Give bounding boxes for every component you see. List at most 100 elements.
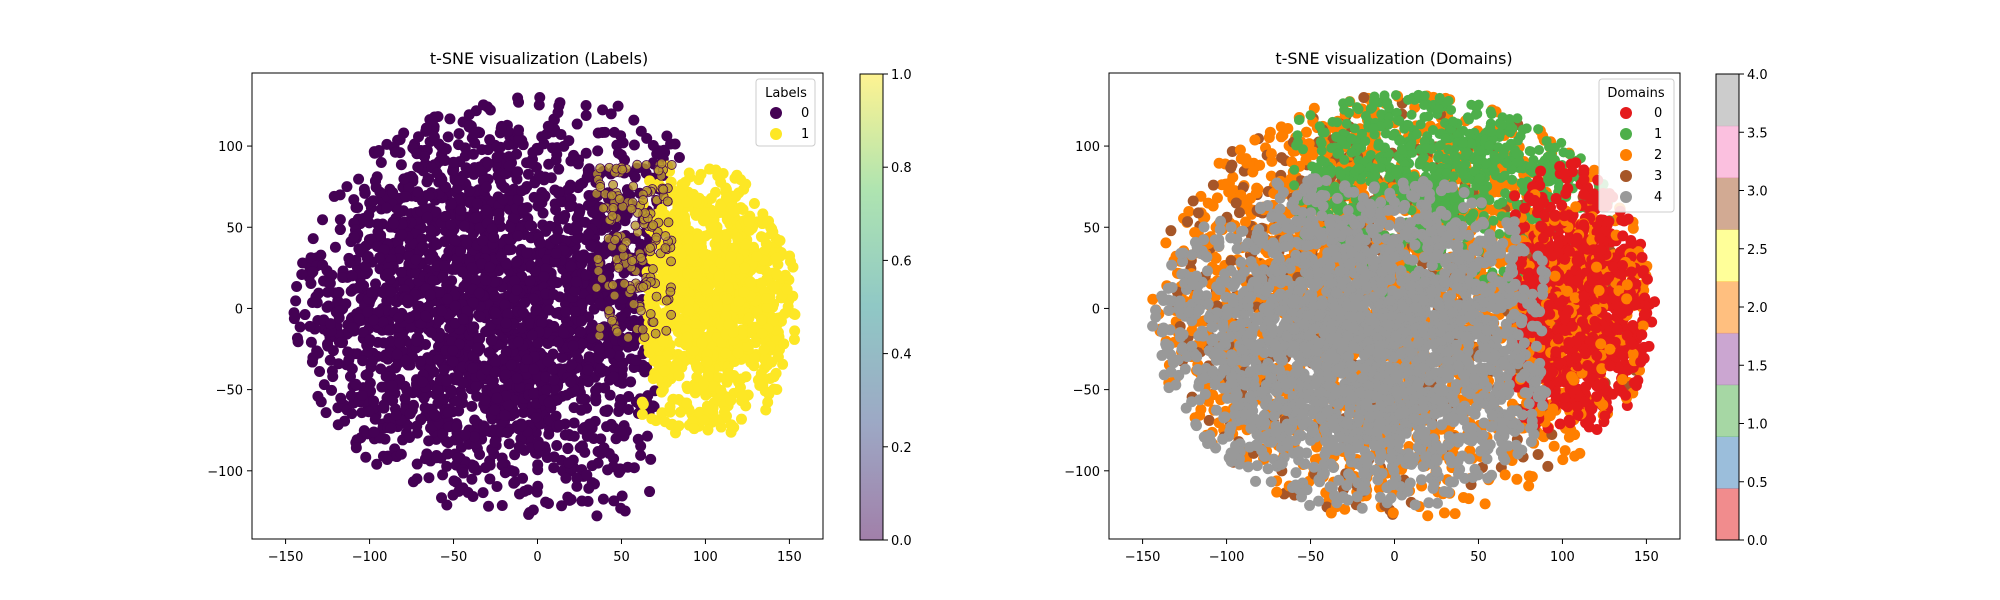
left-point-label-0: [579, 216, 591, 228]
left-point-label-1: [725, 394, 737, 406]
left-point-label-0: [346, 322, 358, 334]
left-point-label-1: [698, 311, 710, 323]
left-point-label-1: [664, 401, 676, 413]
left-point-label-0: [571, 223, 583, 235]
left-point-label-0: [562, 184, 574, 196]
left-point-label-0: [391, 349, 403, 361]
right-point-domain-2-3: [1230, 197, 1242, 209]
left-point-label-0: [370, 181, 382, 193]
left-point-label-0: [527, 146, 539, 158]
left-point-label-1: [693, 363, 705, 375]
left-point-label-0: [616, 490, 628, 502]
left-point-label-1: [689, 249, 701, 261]
left-point-mixed: [666, 309, 677, 320]
left-point-label-1: [711, 231, 723, 243]
left-point-label-0: [479, 425, 491, 437]
left-point-label-0: [459, 429, 471, 441]
left-point-label-0: [466, 473, 478, 485]
left-point-label-0: [289, 310, 301, 322]
left-point-label-0: [453, 139, 465, 151]
left-point-label-0: [343, 252, 355, 264]
left-point-label-0: [431, 167, 443, 179]
left-point-label-0: [466, 400, 478, 412]
left-point-label-0: [324, 277, 336, 289]
left-point-label-1: [643, 347, 655, 359]
left-point-label-1: [767, 226, 779, 238]
left-point-label-0: [528, 363, 540, 375]
left-point-label-0: [453, 128, 465, 140]
left-point-label-0: [601, 405, 613, 417]
left-point-label-0: [317, 259, 329, 271]
left-point-label-0: [368, 426, 380, 438]
left-point-label-0: [378, 244, 390, 256]
left-colorbar-gradient: [860, 74, 883, 540]
left-point-label-0: [333, 312, 345, 324]
left-point-label-0: [576, 338, 588, 350]
left-point-label-0: [427, 275, 439, 287]
left-point-label-0: [294, 321, 306, 333]
left-point-label-0: [314, 366, 326, 378]
left-y-tick-label: 0: [235, 302, 243, 317]
left-point-label-0: [532, 337, 544, 349]
left-point-label-1: [655, 355, 667, 367]
left-point-label-0: [553, 100, 565, 112]
left-point-label-0: [482, 158, 494, 170]
left-point-label-0: [535, 237, 547, 249]
left-point-label-0: [533, 194, 545, 206]
left-point-label-1: [698, 248, 710, 260]
left-point-label-1: [720, 192, 732, 204]
left-point-label-1: [725, 251, 737, 263]
left-point-label-0: [550, 247, 562, 259]
left-panel: t-SNE visualization (Labels) −150 −100 −50…: [207, 49, 911, 565]
right-point-domain-2-3: [1249, 134, 1261, 146]
left-point-label-0: [502, 308, 514, 320]
left-point-label-0: [483, 500, 495, 512]
left-point-label-0: [515, 433, 527, 445]
left-point-label-1: [698, 215, 710, 227]
left-point-label-0: [574, 442, 586, 454]
left-point-label-0: [403, 182, 415, 194]
left-point-label-0: [467, 297, 479, 309]
left-point-label-0: [647, 140, 659, 152]
left-point-label-0: [463, 109, 475, 121]
left-point-mixed: [641, 160, 652, 170]
left-point-label-0: [404, 408, 416, 420]
left-point-label-0: [378, 337, 390, 349]
left-point-label-1: [771, 252, 783, 264]
left-point-label-0: [488, 231, 500, 243]
left-point-label-1: [774, 235, 786, 247]
left-x-tick-label: 0: [533, 550, 541, 565]
left-point-label-0: [353, 313, 365, 325]
left-point-mixed: [614, 194, 625, 204]
left-point-label-0: [462, 486, 474, 498]
left-point-label-1: [715, 384, 727, 396]
left-point-mixed: [661, 325, 672, 336]
left-legend: Labels 0 1: [755, 78, 816, 147]
left-point-label-1: [646, 413, 658, 425]
left-point-label-1: [740, 178, 752, 190]
left-point-label-0: [635, 125, 647, 137]
left-point-label-0: [568, 402, 580, 414]
right-point-domain-2-3: [1479, 498, 1491, 510]
left-point-label-1: [735, 373, 747, 385]
left-point-label-0: [563, 457, 575, 469]
left-point-label-0: [428, 131, 440, 143]
left-point-label-0: [371, 218, 383, 230]
left-x-tick-label: 150: [777, 550, 802, 565]
left-point-label-1: [739, 340, 751, 352]
left-point-label-1: [644, 175, 656, 187]
left-point-mixed: [595, 163, 606, 174]
left-point-label-1: [728, 334, 740, 346]
left-x-axis: −150 −100 −50 0 50 100 150: [268, 539, 802, 565]
left-point-label-0: [410, 267, 422, 279]
left-point-label-0: [540, 496, 552, 508]
left-point-label-1: [736, 391, 748, 403]
left-point-label-0: [390, 409, 402, 421]
left-point-label-0: [425, 224, 437, 236]
left-point-label-1: [758, 232, 770, 244]
left-point-mixed: [636, 252, 646, 263]
left-point-label-0: [421, 203, 433, 215]
left-point-label-0: [490, 307, 502, 319]
left-point-label-1: [688, 423, 700, 435]
left-point-label-0: [491, 141, 503, 153]
